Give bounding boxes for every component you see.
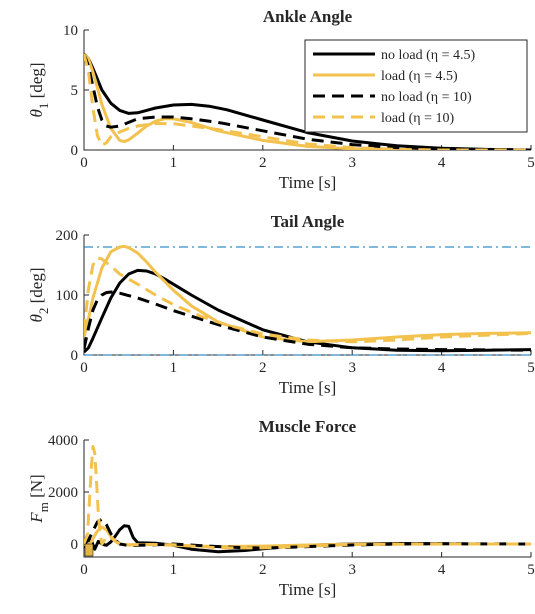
y-axis-label: θ1 [deg] xyxy=(27,63,51,118)
series-line-4 xyxy=(84,256,531,344)
x-tick-label: 3 xyxy=(348,360,356,376)
series-group xyxy=(84,445,531,554)
y-label-unit: [N] xyxy=(27,474,46,502)
x-tick-label: 0 xyxy=(80,360,88,376)
x-tick-label: 2 xyxy=(259,360,267,376)
x-tick-label: 1 xyxy=(170,360,178,376)
y-tick-label: 10 xyxy=(63,23,78,39)
y-tick-label: 0 xyxy=(71,348,79,364)
legend-label-1: no load (η = 4.5) xyxy=(381,48,475,63)
legend: no load (η = 4.5) load (η = 4.5) no load (… xyxy=(304,39,528,133)
y-tick-label: 0 xyxy=(71,537,79,553)
y-tick-label: 4000 xyxy=(48,433,78,449)
x-axis-label: Time [s] xyxy=(279,378,336,397)
x-tick-label: 2 xyxy=(259,562,267,578)
x-tick-label: 1 xyxy=(170,562,178,578)
chart-title: Tail Angle xyxy=(271,212,345,231)
chart-title: Muscle Force xyxy=(259,417,357,436)
panel-3: Muscle Force 0 2000 4000 0 1 2 3 4 5 Time [s] Fm [N… xyxy=(27,417,535,599)
x-tick-label: 3 xyxy=(348,562,356,578)
x-tick-label: 0 xyxy=(80,155,88,171)
series-line-2 xyxy=(84,52,531,150)
y-label-subscript: m xyxy=(36,502,51,512)
y-tick-label: 200 xyxy=(56,228,79,244)
x-tick-label: 4 xyxy=(438,562,446,578)
y-tick-label: 2000 xyxy=(48,485,78,501)
y-tick-label: 0 xyxy=(71,143,79,159)
series-line-4 xyxy=(84,53,531,150)
series-group xyxy=(84,52,531,150)
chart-title: Ankle Angle xyxy=(263,7,353,26)
series-line-2 xyxy=(84,244,531,344)
y-label-symbol: θ xyxy=(27,109,46,117)
axis-lines xyxy=(83,440,531,558)
y-label-symbol: F xyxy=(27,512,46,524)
x-tick-label: 5 xyxy=(527,562,535,578)
y-label-symbol: θ xyxy=(27,314,46,322)
legend-label-4: load (η = 10) xyxy=(381,111,454,126)
y-tick-label: 5 xyxy=(71,83,79,99)
x-axis-label: Time [s] xyxy=(279,173,336,192)
series-line-4 xyxy=(84,445,531,550)
x-tick-label: 1 xyxy=(170,155,178,171)
series-group xyxy=(84,244,531,354)
legend-label-3: no load (η = 10) xyxy=(381,90,472,105)
y-label-subscript: 1 xyxy=(36,103,51,110)
y-label-unit: [deg] xyxy=(27,63,46,103)
series-line-1 xyxy=(84,52,531,150)
y-label-unit: [deg] xyxy=(27,268,46,308)
x-tick-label: 3 xyxy=(348,155,356,171)
y-tick-label: 100 xyxy=(56,288,79,304)
y-label-subscript: 2 xyxy=(36,308,51,315)
x-tick-label: 2 xyxy=(259,155,267,171)
x-axis-label: Time [s] xyxy=(279,580,336,599)
x-tick-label: 4 xyxy=(438,155,446,171)
y-axis-label: θ2 [deg] xyxy=(27,268,51,323)
y-axis-label: Fm [N] xyxy=(27,474,51,523)
origin-marker xyxy=(84,543,94,557)
x-tick-label: 0 xyxy=(80,562,88,578)
x-tick-label: 4 xyxy=(438,360,446,376)
x-tick-label: 5 xyxy=(527,360,535,376)
legend-label-2: load (η = 4.5) xyxy=(381,69,458,84)
series-line-3 xyxy=(84,53,531,150)
x-tick-label: 5 xyxy=(527,155,535,171)
